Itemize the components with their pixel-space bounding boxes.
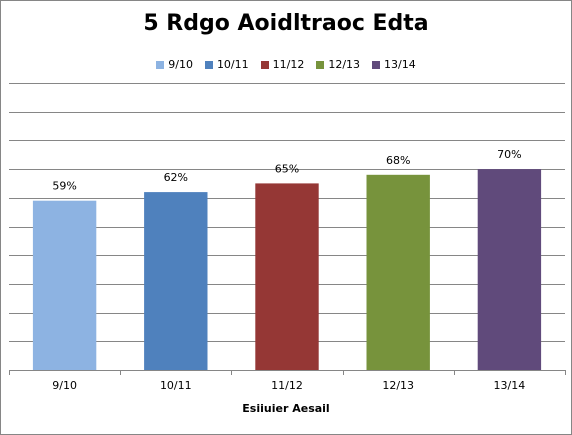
data-label: 68%: [386, 154, 410, 167]
x-tick-label: 9/10: [52, 379, 77, 392]
data-label: 59%: [52, 180, 76, 193]
bar-10-11: [144, 192, 207, 370]
data-label: 62%: [164, 171, 188, 184]
bar-13-14: [478, 169, 541, 370]
bar-9-10: [33, 201, 96, 370]
x-tick-label: 12/13: [382, 379, 414, 392]
data-label: 70%: [497, 148, 521, 161]
x-tick-label: 13/14: [494, 379, 526, 392]
x-tick-label: 11/12: [271, 379, 303, 392]
x-axis-title: Esiiuier Aesail: [0, 402, 572, 415]
bar-11-12: [255, 183, 318, 370]
bar-12-13: [367, 175, 430, 370]
data-label: 65%: [275, 162, 299, 175]
x-tick-label: 10/11: [160, 379, 192, 392]
